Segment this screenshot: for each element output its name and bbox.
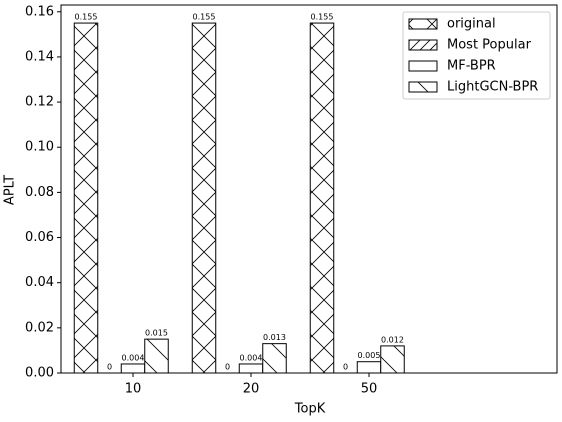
value-label: 0.013 (263, 333, 286, 342)
value-label: 0.155 (75, 13, 98, 22)
y-tick-label: 0.16 (25, 4, 54, 19)
bar (309, 22, 335, 374)
value-label: 0.155 (311, 13, 334, 22)
bar (120, 363, 146, 374)
y-tick-label: 0.02 (25, 320, 54, 335)
bar (73, 22, 99, 374)
y-tick-label: 0.06 (25, 230, 54, 245)
legend-label: Most Popular (447, 38, 532, 53)
legend-swatch (408, 81, 438, 93)
bar (238, 363, 264, 374)
value-label: 0 (343, 363, 348, 372)
bar (262, 343, 287, 374)
value-label: 0.005 (358, 351, 381, 360)
value-label: 0.012 (381, 335, 404, 344)
value-label: 0.155 (193, 13, 216, 22)
x-axis-label: TopK (294, 402, 326, 417)
y-tick-label: 0.12 (25, 95, 54, 110)
legend-label: MF-BPR (447, 59, 496, 74)
x-tick-label: 20 (243, 382, 260, 397)
y-tick-label: 0.14 (25, 49, 54, 64)
x-tick-label: 10 (125, 382, 142, 397)
y-tick-label: 0.00 (25, 366, 54, 381)
value-label: 0.004 (122, 353, 145, 362)
value-label: 0 (225, 363, 230, 372)
bar (144, 338, 169, 374)
y-tick-label: 0.10 (25, 140, 54, 155)
legend-swatch (408, 39, 438, 51)
legend-swatch (408, 18, 438, 30)
bar (191, 22, 217, 374)
y-tick-label: 0.08 (25, 185, 54, 200)
legend-label: LightGCN-BPR (447, 80, 538, 95)
x-tick-label: 50 (361, 382, 378, 397)
y-axis-label: APLT (3, 175, 18, 205)
value-label: 0 (107, 363, 112, 372)
value-label: 0.015 (145, 329, 168, 338)
legend-box (402, 11, 551, 100)
value-label: 0.004 (240, 353, 263, 362)
legend-swatch (408, 60, 438, 72)
bar (380, 345, 405, 374)
y-tick-label: 0.04 (25, 275, 54, 290)
bar (356, 361, 382, 374)
plot-frame (60, 4, 558, 374)
legend-label: original (447, 17, 496, 32)
